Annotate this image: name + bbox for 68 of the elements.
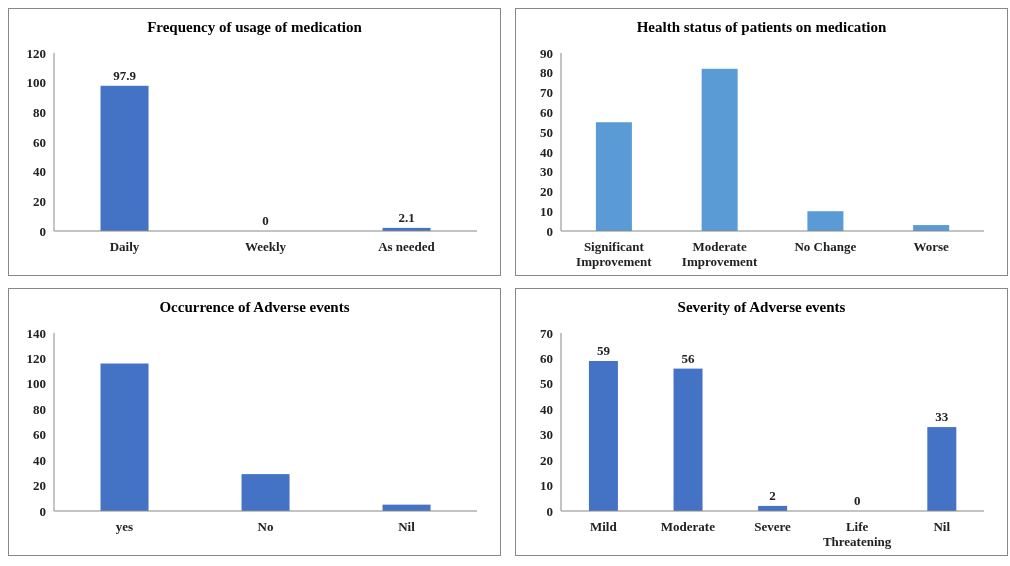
y-tick-label: 0 [546, 503, 553, 519]
bar [927, 427, 957, 511]
data-label: 56 [681, 350, 696, 366]
bar [100, 363, 149, 511]
bar [807, 211, 844, 231]
x-tick-label: No [257, 519, 274, 534]
y-tick-label: 40 [33, 452, 46, 468]
x-tick-label: No Change [794, 239, 857, 254]
y-tick-label: 20 [33, 478, 46, 494]
y-tick-label: 30 [540, 164, 553, 180]
data-label: 33 [935, 409, 949, 425]
y-tick-label: 0 [39, 503, 46, 519]
bar [588, 360, 618, 511]
y-tick-label: 120 [26, 45, 46, 61]
data-label: 97.9 [113, 67, 137, 83]
x-tick-label: Severe [754, 519, 792, 534]
x-tick-label: Worse [913, 239, 950, 254]
y-tick-label: 10 [540, 203, 553, 219]
bar [701, 68, 738, 231]
y-tick-label: 20 [540, 452, 553, 468]
y-tick-label: 60 [540, 104, 553, 120]
y-tick-label: 70 [540, 85, 553, 101]
data-label: 2.1 [398, 209, 415, 225]
y-tick-label: 120 [26, 351, 46, 367]
chart-title: Health status of patients on medication [635, 19, 888, 37]
bar [595, 122, 632, 231]
y-tick-label: 90 [540, 45, 553, 61]
y-tick-label: 80 [33, 401, 46, 417]
y-tick-label: 40 [540, 144, 553, 160]
y-tick-label: 80 [33, 104, 46, 120]
y-tick-label: 140 [26, 325, 46, 341]
y-tick-label: 50 [540, 376, 553, 392]
x-tick-label: Moderate Improvement [681, 239, 759, 269]
y-tick-label: 70 [540, 325, 553, 341]
x-tick-label: Mild [589, 519, 618, 534]
y-tick-label: 40 [33, 164, 46, 180]
y-tick-label: 0 [546, 223, 553, 239]
y-tick-label: 60 [33, 427, 46, 443]
x-tick-label: Moderate [660, 519, 716, 534]
x-tick-label: Daily [109, 239, 140, 254]
data-label: 0 [853, 493, 861, 508]
y-tick-label: 0 [39, 223, 46, 239]
data-label: 0 [262, 213, 269, 228]
y-tick-label: 60 [540, 351, 553, 367]
y-tick-label: 10 [540, 478, 553, 494]
x-tick-label: Significant Improvement [576, 239, 653, 269]
chart-title: Severity of Adverse events [676, 299, 847, 317]
y-tick-label: 60 [33, 134, 46, 150]
y-tick-label: 50 [540, 124, 553, 140]
x-tick-label: Weekly [244, 239, 287, 254]
x-tick-label: Life Threatening [822, 519, 892, 549]
x-tick-label: As needed [378, 239, 436, 254]
bar [241, 474, 290, 511]
y-tick-label: 20 [33, 193, 46, 209]
chart-title: Occurrence of Adverse events [158, 299, 351, 317]
data-label: 59 [596, 342, 611, 358]
y-tick-label: 30 [540, 427, 553, 443]
x-tick-label: Nil [933, 519, 951, 534]
y-tick-label: 100 [26, 75, 46, 91]
data-label: 2 [769, 487, 776, 503]
y-tick-label: 20 [540, 184, 553, 200]
y-tick-label: 100 [26, 376, 46, 392]
y-tick-label: 80 [540, 65, 553, 81]
x-tick-label: Nil [398, 519, 416, 534]
bar [673, 368, 703, 511]
chart-title: Frequency of usage of medication [146, 19, 363, 37]
y-tick-label: 40 [540, 401, 553, 417]
x-tick-label: yes [115, 519, 134, 534]
